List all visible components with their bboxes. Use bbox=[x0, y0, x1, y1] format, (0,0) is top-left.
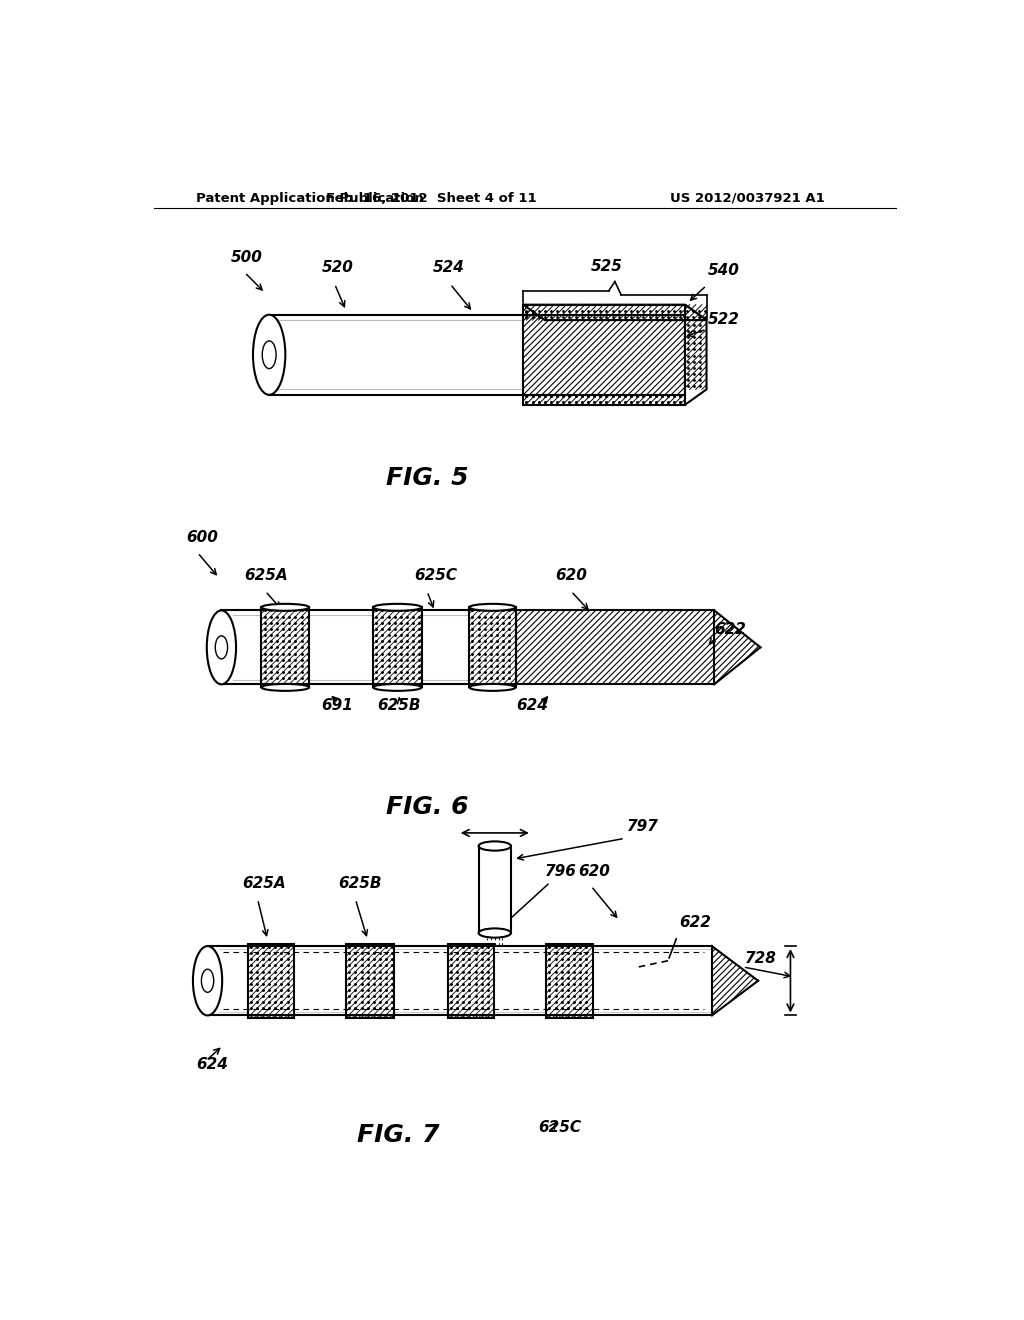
Polygon shape bbox=[523, 305, 707, 321]
Bar bbox=[269, 314, 558, 395]
Bar bbox=[478, 846, 511, 933]
Bar bbox=[208, 946, 712, 1015]
Text: Patent Application Publication: Patent Application Publication bbox=[196, 191, 424, 205]
Text: Feb. 16, 2012  Sheet 4 of 11: Feb. 16, 2012 Sheet 4 of 11 bbox=[326, 191, 537, 205]
Polygon shape bbox=[685, 305, 707, 405]
Ellipse shape bbox=[262, 341, 276, 368]
Ellipse shape bbox=[207, 610, 237, 684]
Bar bbox=[547, 944, 593, 1018]
Text: 500: 500 bbox=[230, 251, 262, 265]
Ellipse shape bbox=[373, 684, 422, 690]
Text: 691: 691 bbox=[321, 698, 353, 713]
Bar bbox=[346, 944, 394, 1018]
Ellipse shape bbox=[215, 636, 227, 659]
Ellipse shape bbox=[373, 603, 422, 611]
Text: 624: 624 bbox=[516, 698, 549, 713]
Bar bbox=[523, 305, 685, 405]
Ellipse shape bbox=[261, 684, 309, 690]
Text: US 2012/0037921 A1: US 2012/0037921 A1 bbox=[670, 191, 824, 205]
Bar bbox=[261, 607, 309, 688]
Ellipse shape bbox=[469, 684, 515, 690]
Text: 520: 520 bbox=[322, 260, 353, 276]
Bar bbox=[515, 610, 714, 684]
Bar bbox=[469, 607, 515, 688]
Text: 625B: 625B bbox=[377, 698, 420, 713]
Bar bbox=[261, 607, 309, 688]
Bar bbox=[547, 944, 593, 1018]
Text: 625C: 625C bbox=[539, 1121, 582, 1135]
Text: 620: 620 bbox=[579, 865, 610, 879]
Text: 525: 525 bbox=[591, 259, 624, 273]
Text: 625A: 625A bbox=[245, 569, 288, 583]
Bar bbox=[248, 944, 294, 1018]
Bar bbox=[248, 944, 294, 1018]
Text: 796: 796 bbox=[545, 865, 577, 879]
Text: 624: 624 bbox=[196, 1056, 228, 1072]
Ellipse shape bbox=[202, 969, 214, 993]
Text: 625B: 625B bbox=[339, 876, 382, 891]
Bar bbox=[447, 944, 494, 1018]
Bar bbox=[373, 607, 422, 688]
Text: 625A: 625A bbox=[243, 876, 286, 891]
Bar bbox=[373, 607, 422, 688]
Polygon shape bbox=[714, 610, 761, 684]
Ellipse shape bbox=[478, 841, 511, 850]
Text: 620: 620 bbox=[556, 569, 588, 583]
Text: 522: 522 bbox=[708, 312, 740, 327]
Text: 622: 622 bbox=[679, 915, 711, 929]
Bar bbox=[346, 944, 394, 1018]
Text: FIG. 5: FIG. 5 bbox=[386, 466, 468, 490]
Bar bbox=[221, 610, 714, 684]
Text: 600: 600 bbox=[186, 529, 218, 545]
Bar bbox=[447, 944, 494, 1018]
Ellipse shape bbox=[193, 946, 222, 1015]
Text: 622: 622 bbox=[714, 622, 746, 638]
Ellipse shape bbox=[261, 603, 309, 611]
Text: 797: 797 bbox=[628, 818, 659, 834]
Ellipse shape bbox=[469, 603, 515, 611]
Ellipse shape bbox=[253, 314, 286, 395]
Text: FIG. 6: FIG. 6 bbox=[386, 795, 468, 818]
Text: 540: 540 bbox=[708, 264, 740, 279]
Bar bbox=[469, 607, 515, 688]
Polygon shape bbox=[712, 946, 758, 1015]
Text: FIG. 7: FIG. 7 bbox=[357, 1123, 439, 1147]
Bar bbox=[523, 305, 685, 405]
Text: 524: 524 bbox=[432, 260, 464, 276]
Text: 728: 728 bbox=[745, 950, 777, 966]
Ellipse shape bbox=[478, 928, 511, 937]
Text: 625C: 625C bbox=[414, 569, 457, 583]
